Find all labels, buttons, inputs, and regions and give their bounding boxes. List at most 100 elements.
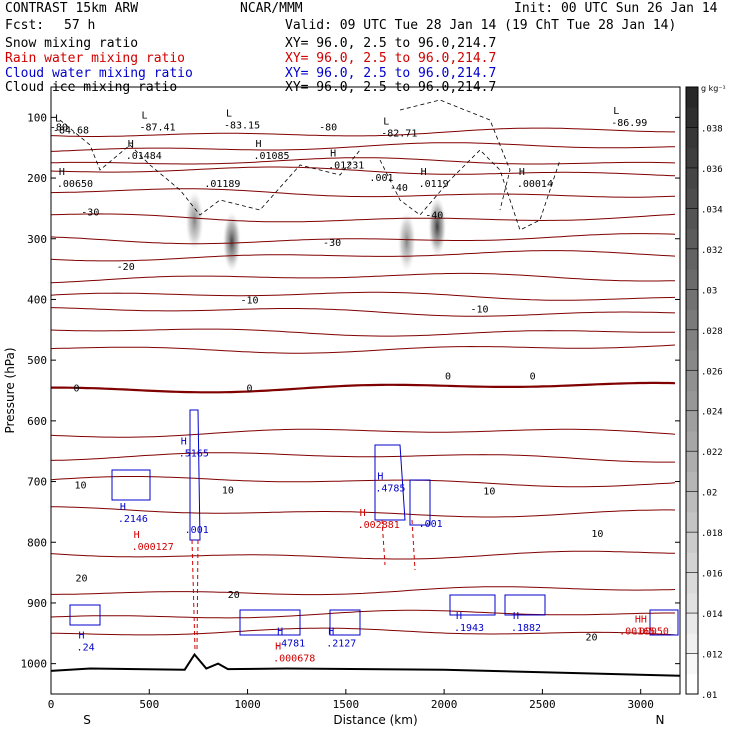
- colorbar-segment: [686, 633, 698, 655]
- temperature-contour: [51, 381, 676, 394]
- x-tick-label: 0: [48, 698, 55, 711]
- extremum-value: -82.71: [381, 129, 417, 140]
- extremum-value: .00050: [633, 626, 669, 637]
- colorbar-segment: [686, 410, 698, 432]
- y-tick-label: 600: [27, 415, 47, 428]
- extremum-marker: L: [613, 106, 619, 117]
- contour-label: 0: [247, 383, 253, 394]
- extremum-marker: H: [513, 611, 519, 622]
- contour-label: -10: [470, 305, 488, 316]
- contour-label: -80: [319, 122, 337, 133]
- snow-blob: [397, 211, 416, 272]
- colorbar-tick-label: .034: [701, 205, 723, 215]
- extremum-value: .00014: [517, 179, 553, 190]
- contour-label: 10: [222, 485, 234, 496]
- temperature-contour: [51, 157, 676, 165]
- extremum-marker: H: [456, 611, 462, 622]
- init-time: Init: 00 UTC Sun 26 Jan 14: [514, 1, 718, 16]
- extremum-value: .01231: [328, 161, 364, 172]
- extremum-value: .1882: [511, 623, 541, 634]
- field-rain-name: Rain water mixing ratio: [5, 51, 186, 66]
- y-tick-label: 800: [27, 536, 47, 549]
- temperature-contour: [51, 586, 676, 596]
- x-tick-label: 1000: [234, 698, 261, 711]
- cloud-water-contour: [329, 609, 361, 636]
- colorbar-tick-label: .016: [701, 570, 723, 580]
- colorbar-unit: g kg⁻¹: [701, 84, 726, 93]
- colorbar-segment: [686, 147, 698, 169]
- extremum-value: .01085: [253, 151, 289, 162]
- field-cloudwater-xy: XY= 96.0, 2.5 to 96.0,214.7: [285, 66, 497, 81]
- colorbar-segment: [686, 613, 698, 634]
- field-snow-name: Snow mixing ratio: [5, 36, 139, 51]
- extremum-marker: H: [79, 631, 85, 642]
- extremum-marker: H: [377, 472, 383, 483]
- colorbar-segment: [686, 248, 698, 270]
- extremum-marker: H: [421, 167, 427, 178]
- colorbar-segment: [686, 673, 698, 695]
- extremum-value: .00650: [57, 179, 93, 190]
- colorbar-tick-label: .014: [701, 610, 723, 620]
- temperature-contour: [51, 328, 675, 337]
- extremum-marker: H: [519, 167, 525, 178]
- extremum-value: .001: [419, 519, 443, 530]
- contour-label: 20: [75, 573, 87, 584]
- temperature-contour: [51, 307, 676, 317]
- colorbar-tick-label: .032: [701, 246, 723, 256]
- extremum-value: .002881: [358, 520, 400, 531]
- extremum-marker: H: [181, 436, 187, 447]
- temperature-contour: [51, 452, 675, 463]
- extremum-value: .4785: [375, 484, 405, 495]
- colorbar-segment: [686, 329, 698, 351]
- contour-label: 0: [445, 371, 451, 382]
- temperature-contour: [51, 344, 676, 354]
- x-end-label-north: N: [656, 713, 665, 727]
- extremum-marker: L: [141, 110, 147, 121]
- rain-water-contour: [196, 539, 199, 651]
- extremum-marker: H: [120, 502, 126, 513]
- x-tick-label: 2500: [529, 698, 556, 711]
- temperature-contour: [51, 272, 676, 284]
- colorbar-tick-label: .038: [701, 124, 723, 134]
- snow-blob: [428, 196, 447, 257]
- temperature-contour: [51, 550, 676, 560]
- extremum-value: .000678: [273, 654, 315, 665]
- colorbar-tick-label: .022: [701, 448, 723, 458]
- extremum-value: -83.15: [224, 121, 260, 132]
- colorbar-segment: [686, 289, 698, 311]
- temperature-contour: [51, 428, 676, 438]
- contour-label: 0: [530, 371, 536, 382]
- contour-label: -10: [240, 295, 258, 306]
- y-tick-label: 700: [27, 476, 47, 489]
- colorbar-segment: [686, 532, 698, 553]
- x-tick-label: 2000: [431, 698, 458, 711]
- cloud-water-contour: [374, 444, 406, 521]
- colorbar-segment: [686, 127, 698, 149]
- x-tick-label: 500: [139, 698, 159, 711]
- extremum-marker: H: [128, 139, 134, 150]
- extremum-value: .001: [185, 525, 209, 536]
- contour-label: 10: [483, 487, 495, 498]
- extremum-marker: HH: [635, 614, 647, 625]
- colorbar-segment: [686, 370, 698, 391]
- extremum-value: .5165: [179, 448, 209, 459]
- extremum-marker: H: [328, 626, 334, 637]
- colorbar-tick-label: .02: [701, 489, 717, 499]
- colorbar-segment: [686, 471, 698, 493]
- contour-label: -40: [390, 183, 408, 194]
- cloud-water-contour: [189, 409, 201, 541]
- field-rain-xy: XY= 96.0, 2.5 to 96.0,214.7: [285, 51, 497, 66]
- extremum-value: .000127: [132, 542, 174, 553]
- colorbar-tick-label: .012: [701, 651, 723, 661]
- x-tick-label: 1500: [333, 698, 360, 711]
- x-tick-label: 3000: [627, 698, 654, 711]
- colorbar-segment: [686, 269, 698, 290]
- y-tick-label: 1000: [21, 658, 48, 671]
- colorbar-segment: [686, 208, 698, 230]
- cloud-water-contour: [504, 594, 546, 616]
- extremum-value: .4781: [275, 638, 305, 649]
- colorbar-segment: [686, 592, 698, 614]
- rain-water-contour: [411, 519, 416, 571]
- cloud-water-contour: [111, 469, 151, 501]
- contour-label: 20: [586, 632, 598, 643]
